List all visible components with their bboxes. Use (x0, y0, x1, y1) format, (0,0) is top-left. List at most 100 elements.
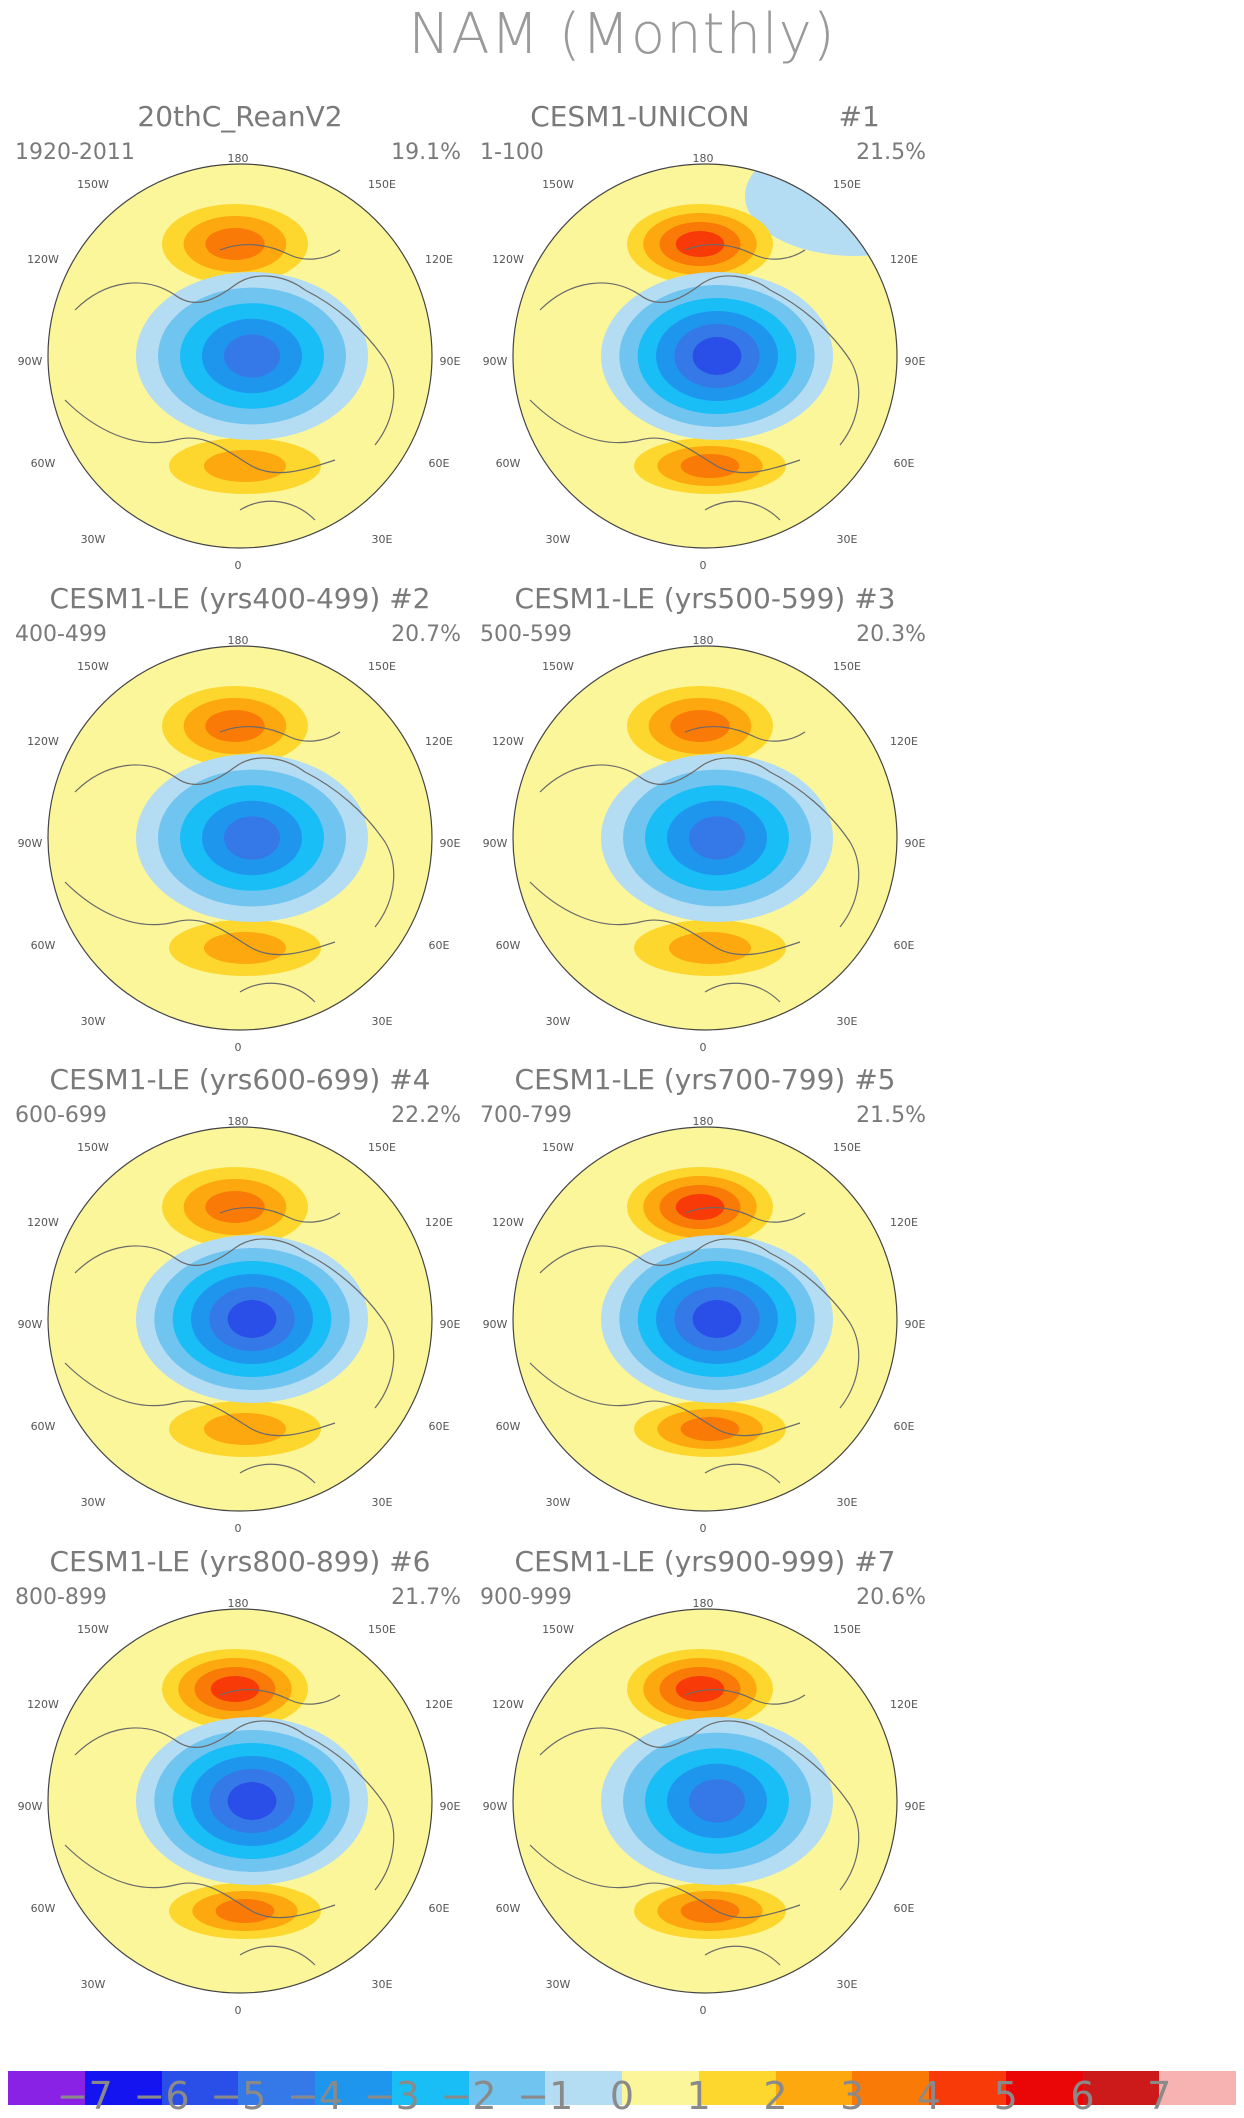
longitude-label: 150W (542, 660, 574, 673)
colorbar-tick-label: 0 (609, 2074, 635, 2118)
panel-years: 600-699 (15, 1103, 107, 1128)
colorbar-tick-label: 3 (840, 2074, 865, 2118)
longitude-label: 90W (18, 1318, 43, 1331)
pacific-positive-contour (205, 1191, 265, 1223)
longitude-label: 180 (693, 1115, 714, 1128)
colorbar-tick-label: −2 (440, 2074, 497, 2118)
longitude-label: 180 (693, 1597, 714, 1610)
coastline (304, 1734, 395, 1891)
arctic-negative-contour (689, 1779, 745, 1823)
colorbar-tick-label: −1 (517, 2074, 574, 2118)
atlantic-positive-contour (669, 932, 751, 964)
longitude-label: 120W (492, 735, 524, 748)
coastline (219, 244, 341, 260)
panel-title: 20thC_ReanV2 (137, 100, 343, 133)
colorbar (8, 2071, 1236, 2105)
panel-title: CESM1-LE (yrs400-499) #2 (49, 582, 431, 615)
colorbar-swatch (775, 2071, 853, 2105)
polar-map: 180 150W 150E 120W 120E 90W 90E 60W 60E 30W 30E 0 (483, 152, 926, 570)
map-panel: 20thC_ReanV2 1920-2011 19.1% 180 150W 150E 120… (5, 100, 475, 570)
coastline (704, 1945, 781, 1966)
panel-years: 900-999 (480, 1585, 572, 1610)
longitude-label: 60E (429, 939, 450, 952)
map-panel: CESM1-LE (yrs900-999) #7 900-999 20.6% 180 1… (470, 1545, 940, 2015)
longitude-label: 90W (483, 355, 508, 368)
longitude-label: 150E (368, 178, 396, 191)
longitude-label: 120W (492, 253, 524, 266)
coastline (64, 1844, 336, 1919)
coastline (239, 1945, 316, 1966)
panel-explained-variance: 21.7% (391, 1585, 461, 1610)
map-panel: CESM1-UNICON #1 1-100 21.5% 180 150W 150E 120W… (470, 100, 940, 570)
coastline (74, 757, 306, 793)
map-panel: CESM1-LE (yrs800-899) #6 800-899 21.7% 180 1… (5, 1545, 475, 2015)
colorbar-tick-label: 5 (993, 2074, 1018, 2118)
atlantic-positive-contour (204, 450, 286, 482)
colorbar-tick-label: −6 (133, 2074, 190, 2118)
polar-map: 180 150W 150E 120W 120E 90W 90E 60W 60E 30W 30E 0 (18, 1115, 461, 1533)
polar-map: 180 150W 150E 120W 120E 90W 90E 60W 60E 30W 30E 0 (18, 1597, 461, 2015)
panel-explained-variance: 21.5% (856, 1103, 926, 1128)
atlantic-positive-contour (680, 1417, 740, 1441)
longitude-label: 0 (700, 1041, 707, 1052)
pacific-positive-contour (205, 710, 265, 742)
longitude-label: 30W (546, 1015, 571, 1028)
longitude-label: 150W (77, 178, 109, 191)
longitude-label: 150W (542, 1623, 574, 1636)
longitude-label: 180 (693, 634, 714, 647)
longitude-label: 60E (894, 1420, 915, 1433)
longitude-label: 30E (837, 533, 858, 546)
longitude-label: 120E (425, 1698, 453, 1711)
colorbar-swatch (84, 2071, 162, 2105)
colorbar-tick-label: 6 (1070, 2074, 1095, 2118)
colorbar-swatch (315, 2071, 392, 2105)
coastline (539, 1238, 771, 1274)
longitude-label: 30E (837, 1496, 858, 1509)
longitude-label: 30E (837, 1978, 858, 1991)
arctic-negative-contour (692, 1300, 742, 1338)
polar-map: 180 150W 150E 120W 120E 90W 90E 60W 60E 30W 30E 0 (483, 1597, 926, 2015)
colorbar-tick-label: 1 (686, 2074, 711, 2118)
coastline (529, 399, 801, 474)
colorbar-tick-label: 4 (916, 2074, 942, 2118)
panel-years: 1920-2011 (15, 140, 135, 165)
pacific-positive-contour (205, 228, 265, 260)
atlantic-positive-contour (204, 932, 286, 964)
longitude-label: 60E (429, 1420, 450, 1433)
colorbar-tick-label: −3 (363, 2074, 420, 2118)
longitude-label: 180 (228, 1115, 249, 1128)
colorbar-swatch (468, 2071, 546, 2105)
map-border (47, 1608, 433, 1994)
coastline (769, 289, 860, 446)
longitude-label: 120E (890, 1216, 918, 1229)
pacific-positive-contour (675, 231, 725, 257)
longitude-label: 30W (81, 1015, 106, 1028)
colorbar-swatch (545, 2071, 622, 2105)
longitude-label: 60W (31, 1420, 56, 1433)
panel-years: 1-100 (480, 140, 544, 165)
panel-explained-variance: 22.2% (391, 1103, 461, 1128)
colorbar-tick-label: 7 (1147, 2074, 1172, 2118)
map-border (47, 1126, 433, 1512)
longitude-label: 120W (27, 1216, 59, 1229)
panel-explained-variance: 20.6% (856, 1585, 926, 1610)
colorbar-tick-label: 2 (763, 2074, 788, 2118)
coastline (769, 1252, 860, 1409)
map-panel: CESM1-LE (yrs500-599) #3 500-599 20.3% 180 1… (470, 582, 940, 1052)
panel-years: 400-499 (15, 622, 107, 647)
longitude-label: 150W (77, 1141, 109, 1154)
coastline (529, 1844, 801, 1919)
colorbar-swatch (238, 2071, 315, 2105)
longitude-label: 60W (31, 1902, 56, 1915)
longitude-label: 30E (837, 1015, 858, 1028)
longitude-label: 90W (483, 1800, 508, 1813)
coastline (704, 500, 781, 521)
longitude-label: 60W (31, 939, 56, 952)
coastline (219, 726, 341, 742)
pacific-positive-contour (670, 710, 730, 742)
map-panel: CESM1-LE (yrs600-699) #4 600-699 22.2% 180 1… (5, 1063, 475, 1533)
panel-title: CESM1-LE (yrs800-899) #6 (49, 1545, 431, 1578)
longitude-label: 90W (18, 837, 43, 850)
longitude-label: 60W (496, 1902, 521, 1915)
map-border (47, 163, 433, 549)
